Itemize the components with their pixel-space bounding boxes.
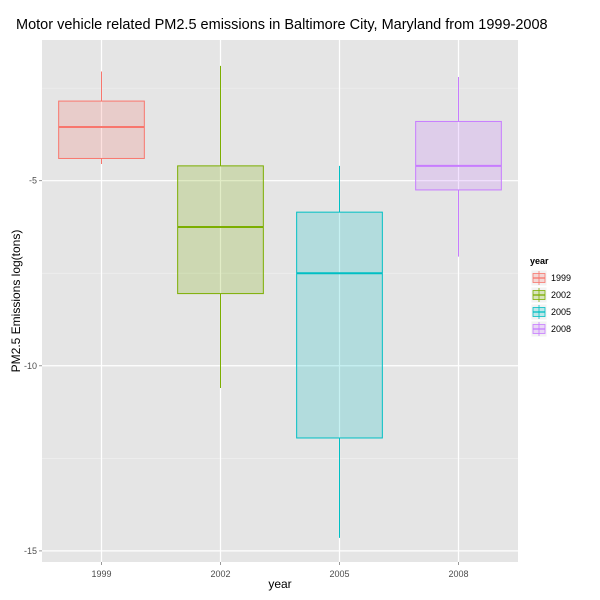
box-body [296, 211, 383, 439]
y-tick-label: -5 [29, 176, 37, 186]
legend-label: 1999 [551, 273, 571, 283]
x-tick-label: 1999 [91, 569, 111, 579]
y-tick-label: -10 [24, 361, 37, 371]
legend: year 1999 2002 2005 2008 [530, 256, 571, 338]
x-axis-title: year [268, 577, 291, 591]
box-group [58, 65, 502, 538]
box-1999 [58, 71, 145, 165]
legend-entry-2008: 2008 [530, 320, 571, 338]
legend-entry-2005: 2005 [530, 303, 571, 321]
box-2002 [177, 65, 264, 388]
legend-label: 2008 [551, 324, 571, 334]
box-2008 [415, 77, 502, 257]
y-axis-ticks: -15 -10 -5 [24, 176, 42, 556]
x-axis-ticks: 1999 2002 2005 2008 [91, 562, 469, 579]
box-body [58, 100, 145, 159]
x-tick-label: 2002 [210, 569, 230, 579]
legend-entries: 1999 2002 2005 2008 [530, 269, 571, 338]
legend-label: 2002 [551, 290, 571, 300]
legend-entry-2002: 2002 [530, 286, 571, 304]
box-2005 [296, 165, 383, 538]
legend-label: 2005 [551, 307, 571, 317]
minor-gridlines [42, 87, 518, 459]
x-tick-label: 2005 [329, 569, 349, 579]
x-tick-label: 2008 [448, 569, 468, 579]
box-body [415, 120, 502, 191]
legend-title: year [530, 256, 549, 266]
box-body [177, 165, 264, 295]
legend-entry-1999: 1999 [530, 269, 571, 287]
y-axis-title: PM2.5 Emissions log(tons) [9, 230, 23, 373]
y-tick-label: -15 [24, 546, 37, 556]
chart-title: Motor vehicle related PM2.5 emissions in… [16, 17, 548, 33]
